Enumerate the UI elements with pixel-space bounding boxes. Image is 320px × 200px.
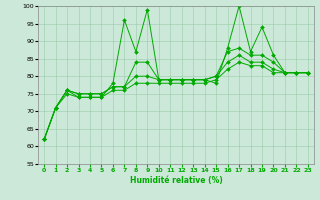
X-axis label: Humidité relative (%): Humidité relative (%)	[130, 176, 222, 185]
